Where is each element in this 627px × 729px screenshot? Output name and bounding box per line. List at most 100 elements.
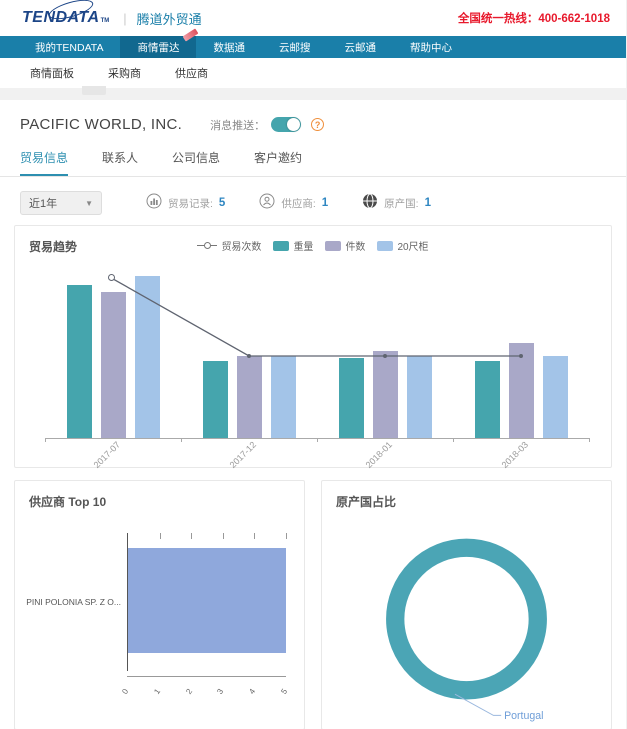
bottom-panels: 供应商 Top 10 PINI POLONIA SP. Z O... 0 1 2 3 4… <box>14 480 612 729</box>
nav-item-帮助中心[interactable]: 帮助中心 <box>393 36 469 58</box>
summary-stats: 贸易记录: 5 供应商: 1 原产国: 1 <box>146 193 431 214</box>
company-header: PACIFIC WORLD, INC. 消息推送： ? <box>0 100 626 137</box>
filter-row: 近1年 ▼ 贸易记录: 5 供应商: 1 原产国: 1 <box>0 177 626 225</box>
nav-item-label: 数据通 <box>213 41 245 54</box>
legend-swatch <box>325 240 342 251</box>
suppliers-x-tick-label: 0 <box>120 687 131 696</box>
legend-swatch <box>377 240 394 251</box>
origin-donut-chart: Portugal <box>386 538 547 722</box>
legend-label: 件数 <box>345 242 366 253</box>
suppliers-x-tick-label: 1 <box>152 687 162 696</box>
top-axis-tick <box>159 533 161 539</box>
subnav-item-商情面板[interactable]: 商情面板 <box>30 68 74 80</box>
top-axis-tick <box>222 533 224 539</box>
suppliers-chart-title: 供应商 Top 10 <box>29 495 107 509</box>
x-label-text: 2018-03 <box>500 439 531 471</box>
bar-重量-2018-03[interactable] <box>474 360 500 438</box>
bar-20尺柜-2017-07[interactable] <box>134 275 160 438</box>
line-point-2018-03[interactable] <box>519 354 523 358</box>
bar-20尺柜-2017-12[interactable] <box>270 356 296 438</box>
tab-联系人[interactable]: 联系人 <box>102 151 139 165</box>
stat-label: 供应商: <box>281 197 316 210</box>
line-point-2018-01[interactable] <box>383 354 387 358</box>
x-label-2017-12: 2017-12 <box>181 440 317 470</box>
stat-value[interactable]: 1 <box>321 197 329 209</box>
line-point-2017-12[interactable] <box>247 354 251 358</box>
suppliers-x-tick-label: 3 <box>215 687 226 696</box>
x-axis-tick <box>453 438 454 442</box>
nav-item-云邮通[interactable]: 云邮通 <box>327 36 393 58</box>
donut-slice-Portugal[interactable] <box>386 538 547 700</box>
line-point-2017-07[interactable] <box>108 273 115 281</box>
nav-item-商情雷达[interactable]: 商情雷达 <box>120 28 199 58</box>
bar-20尺柜-2018-01[interactable] <box>406 356 432 438</box>
tendata-logo[interactable]: TENDATA TM <box>22 0 110 27</box>
x-label-2018-03: 2018-03 <box>453 440 589 470</box>
origin-chart-title: 原产国占比 <box>336 495 397 509</box>
bar-件数-2017-07[interactable] <box>100 292 126 438</box>
legend-item-20尺柜[interactable]: 20尺柜 <box>377 238 429 253</box>
subnav-item-采购商[interactable]: 采购商 <box>108 68 141 80</box>
bar-重量-2018-01[interactable] <box>338 357 364 438</box>
globe-icon <box>362 193 378 214</box>
trend-legend: 贸易次数 重量 件数 20尺柜 <box>15 238 611 253</box>
suppliers-x-labels: 0 1 2 3 4 5 <box>120 683 290 699</box>
main-nav: 我的TENDATA 商情雷达 数据通 云邮搜 云邮通 帮助中心 <box>0 28 626 58</box>
push-toggle[interactable] <box>271 117 302 132</box>
nav-item-云邮搜[interactable]: 云邮搜 <box>262 36 328 58</box>
stat-globe: 原产国: 1 <box>362 193 431 214</box>
supplier-bar-PINI POLONIA SP. Z O...[interactable] <box>128 548 286 654</box>
bar-件数-2018-01[interactable] <box>372 351 398 438</box>
x-axis-tick <box>45 438 46 442</box>
nav-item-label: 商情雷达 <box>137 41 180 54</box>
legend-label: 贸易次数 <box>221 242 262 253</box>
suppliers-plot: PINI POLONIA SP. Z O... <box>25 533 287 671</box>
bar-group-2018-01 <box>317 274 453 438</box>
tab-贸易信息[interactable]: 贸易信息 <box>20 149 69 176</box>
subnav-item-供应商[interactable]: 供应商 <box>175 68 208 80</box>
bar-group-2017-07 <box>45 274 181 438</box>
legend-item-line[interactable]: 贸易次数 <box>197 238 261 253</box>
nav-item-数据通[interactable]: 数据通 <box>196 36 262 58</box>
logo-tm: TM <box>100 18 110 24</box>
stat-supplier: 供应商: 1 <box>259 193 328 214</box>
chevron-down-icon: ▼ <box>85 198 93 208</box>
bar-件数-2018-03[interactable] <box>508 342 534 438</box>
x-label-2017-07: 2017-07 <box>45 440 181 470</box>
origin-panel: 原产国占比 Portugal <box>321 480 612 729</box>
top-axis-tick <box>254 533 256 539</box>
bar-group-2018-03 <box>453 274 589 438</box>
bar-件数-2017-12[interactable] <box>236 356 262 438</box>
trade-records-icon <box>146 193 162 214</box>
x-axis-tick <box>317 438 318 442</box>
toggle-knob <box>287 118 301 131</box>
suppliers-x-tick-label: 5 <box>279 687 290 696</box>
hotline-text: 全国统一热线：400-662-1018 <box>457 13 610 25</box>
bar-重量-2017-07[interactable] <box>66 285 92 438</box>
tab-客户邀约[interactable]: 客户邀约 <box>254 151 303 165</box>
tab-公司信息[interactable]: 公司信息 <box>172 151 221 165</box>
nav-item-我的TENDATA[interactable]: 我的TENDATA <box>18 36 120 58</box>
bar-20尺柜-2018-03[interactable] <box>542 356 568 438</box>
trend-chart-title: 贸易趋势 <box>29 240 78 254</box>
origin-donut-wrap: Portugal <box>322 517 611 723</box>
bar-重量-2017-12[interactable] <box>202 360 228 438</box>
trend-x-labels: 2017-07 2017-12 2018-01 2018-03 <box>45 440 589 470</box>
legend-item-重量[interactable]: 重量 <box>273 238 313 253</box>
info-icon[interactable]: ? <box>311 118 325 131</box>
suppliers-x-axis <box>127 676 286 677</box>
trade-trend-panel: 贸易趋势 贸易次数 重量 件数 20尺柜 2017-07 2017-12 2018-01 2… <box>14 225 612 470</box>
legend-swatch <box>273 240 290 251</box>
stat-value[interactable]: 1 <box>424 197 431 209</box>
stat-trade-records: 贸易记录: 5 <box>146 193 225 214</box>
top-header: TENDATA TM | 腾道外贸通 全国统一热线：400-662-1018 <box>0 0 626 36</box>
line-marker-icon <box>197 242 218 249</box>
period-select[interactable]: 近1年 ▼ <box>20 191 102 215</box>
supplier-bar-label: PINI POLONIA SP. Z O... <box>26 597 121 607</box>
legend-item-件数[interactable]: 件数 <box>325 238 365 253</box>
section-divider <box>0 86 626 100</box>
detail-tabs: 贸易信息 联系人 公司信息 客户邀约 <box>0 137 626 177</box>
x-label-text: 2017-07 <box>92 439 123 471</box>
stat-value[interactable]: 5 <box>218 197 226 209</box>
nav-item-label: 帮助中心 <box>409 41 452 54</box>
